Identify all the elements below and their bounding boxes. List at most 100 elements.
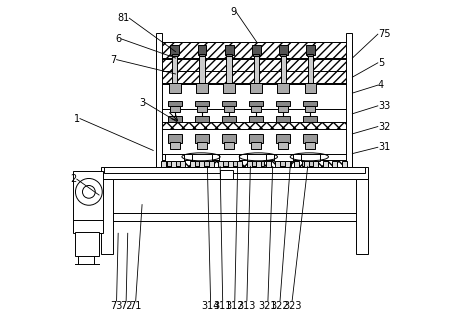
- Bar: [195, 101, 209, 107]
- Bar: [156, 42, 352, 58]
- Text: 31: 31: [378, 142, 390, 152]
- Bar: [304, 133, 317, 143]
- Text: 9: 9: [230, 7, 236, 17]
- Text: 2: 2: [71, 174, 77, 184]
- Bar: [313, 161, 318, 167]
- Text: 6: 6: [115, 34, 121, 44]
- Bar: [75, 232, 99, 256]
- Bar: [171, 161, 176, 167]
- Bar: [156, 59, 352, 71]
- Bar: [226, 54, 232, 56]
- Bar: [193, 154, 212, 161]
- Bar: [220, 170, 233, 179]
- Text: 4: 4: [378, 80, 384, 90]
- Bar: [285, 161, 290, 167]
- Bar: [256, 161, 261, 167]
- Bar: [323, 161, 328, 167]
- Bar: [157, 160, 351, 167]
- Bar: [307, 54, 313, 56]
- Bar: [246, 154, 266, 161]
- Bar: [252, 45, 260, 55]
- Bar: [276, 133, 290, 143]
- Text: 73: 73: [111, 301, 123, 311]
- Bar: [180, 161, 185, 167]
- Bar: [194, 161, 210, 166]
- Bar: [161, 161, 166, 167]
- Bar: [356, 179, 368, 254]
- Bar: [199, 54, 205, 56]
- Bar: [190, 161, 195, 167]
- Bar: [104, 167, 365, 173]
- Bar: [275, 161, 280, 167]
- Bar: [172, 54, 178, 56]
- Text: 312: 312: [226, 301, 244, 311]
- Text: 321: 321: [259, 301, 277, 311]
- Text: 1: 1: [74, 114, 80, 124]
- Bar: [305, 107, 315, 112]
- Bar: [253, 54, 259, 56]
- Bar: [195, 116, 209, 123]
- Bar: [198, 45, 207, 55]
- Bar: [162, 84, 347, 109]
- Bar: [342, 161, 347, 167]
- Bar: [199, 56, 204, 83]
- Bar: [304, 101, 317, 107]
- Bar: [301, 154, 320, 161]
- Bar: [168, 116, 182, 123]
- Bar: [172, 56, 178, 83]
- Bar: [196, 83, 208, 93]
- Bar: [281, 56, 286, 83]
- Bar: [276, 116, 290, 123]
- Bar: [237, 161, 242, 167]
- Bar: [274, 154, 293, 161]
- Bar: [167, 161, 183, 166]
- Bar: [156, 33, 162, 167]
- Bar: [197, 142, 207, 149]
- Bar: [306, 45, 315, 55]
- Text: 5: 5: [378, 58, 384, 68]
- Bar: [251, 83, 262, 93]
- Bar: [308, 56, 313, 83]
- Text: 71: 71: [130, 301, 142, 311]
- Bar: [199, 161, 204, 167]
- Bar: [209, 161, 214, 167]
- Bar: [165, 154, 184, 161]
- Text: 311: 311: [213, 301, 232, 311]
- Bar: [223, 83, 235, 93]
- Text: 322: 322: [271, 301, 289, 311]
- Bar: [220, 154, 239, 161]
- Bar: [247, 161, 252, 167]
- Bar: [101, 212, 368, 220]
- Bar: [278, 107, 288, 112]
- Bar: [276, 101, 290, 107]
- Bar: [294, 161, 299, 167]
- Bar: [254, 56, 259, 83]
- Bar: [275, 161, 291, 166]
- Bar: [156, 42, 352, 167]
- Bar: [170, 107, 180, 112]
- Bar: [225, 45, 233, 55]
- Bar: [279, 45, 288, 55]
- Bar: [73, 171, 103, 220]
- Text: 72: 72: [120, 301, 132, 311]
- Bar: [251, 107, 261, 112]
- Bar: [195, 133, 209, 143]
- Bar: [249, 101, 263, 107]
- Bar: [222, 116, 236, 123]
- Bar: [224, 107, 234, 112]
- Bar: [226, 56, 231, 83]
- Bar: [280, 54, 286, 56]
- Text: 3: 3: [139, 98, 145, 108]
- Text: 313: 313: [238, 301, 256, 311]
- Bar: [169, 83, 181, 93]
- Bar: [224, 142, 234, 149]
- Bar: [251, 142, 261, 149]
- Bar: [168, 101, 182, 107]
- Bar: [101, 179, 113, 254]
- Bar: [278, 83, 289, 93]
- Bar: [304, 161, 309, 167]
- Bar: [197, 107, 207, 112]
- Bar: [162, 129, 347, 154]
- Text: 32: 32: [378, 122, 390, 132]
- Text: 7: 7: [111, 55, 116, 65]
